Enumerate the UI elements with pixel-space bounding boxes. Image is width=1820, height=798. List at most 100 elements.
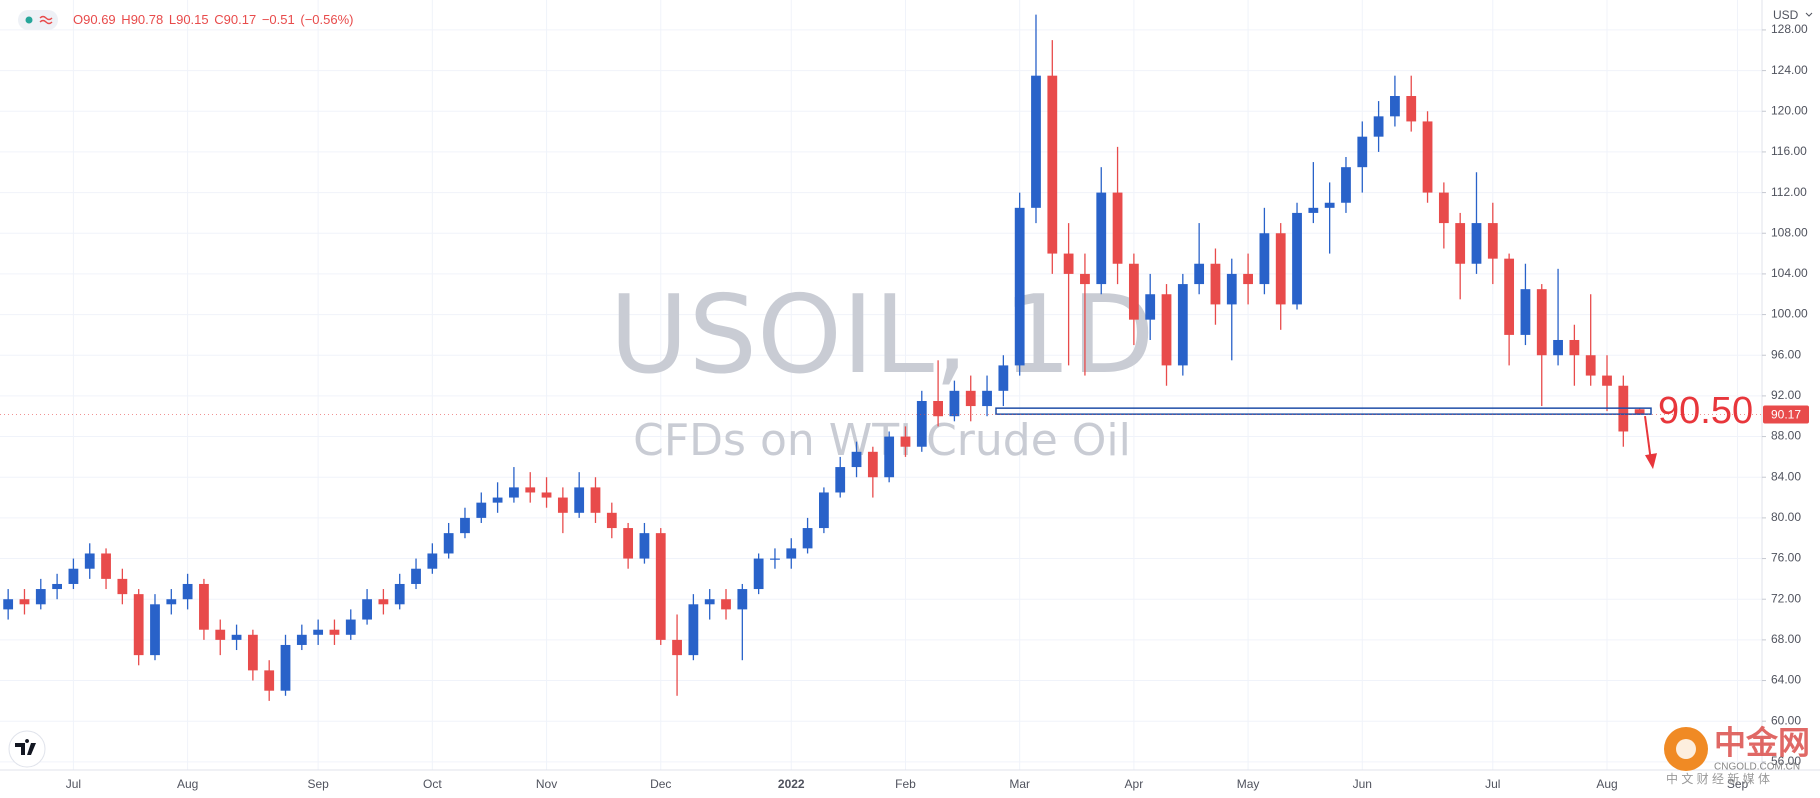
y-tick-label: 120.00 xyxy=(1771,103,1808,117)
y-tick-label: 112.00 xyxy=(1771,185,1807,199)
candle-body xyxy=(345,619,356,635)
candle-body xyxy=(460,517,470,534)
candle-body xyxy=(247,634,258,671)
candle-body xyxy=(313,629,324,635)
candle-body xyxy=(492,497,503,503)
candle-body xyxy=(1487,223,1498,259)
y-tick-label: 96.00 xyxy=(1771,347,1801,361)
candle-body xyxy=(117,578,128,595)
candle-body xyxy=(1031,75,1041,208)
candle-body xyxy=(1406,96,1417,122)
candle-body xyxy=(835,467,846,493)
candle-body xyxy=(166,599,177,605)
candle-body xyxy=(133,594,144,656)
candle-body xyxy=(3,599,14,610)
open-value: 90.69 xyxy=(83,12,116,27)
x-tick-label: Mar xyxy=(1009,777,1030,791)
candle-body xyxy=(884,436,895,478)
open-prefix: O xyxy=(73,12,83,27)
candle-body xyxy=(1145,294,1156,320)
candle-body xyxy=(1096,192,1107,285)
status-pill[interactable] xyxy=(18,10,58,30)
candle-body xyxy=(1128,263,1139,320)
x-tick-label: Feb xyxy=(895,777,916,791)
candle-body xyxy=(1063,253,1074,274)
candle-body xyxy=(280,644,291,691)
x-tick-label: Aug xyxy=(1596,777,1617,791)
candle-body xyxy=(639,533,650,559)
logo-name: 中金网 xyxy=(1714,724,1810,760)
candle-body xyxy=(1324,202,1335,208)
down-arrow xyxy=(1644,416,1652,462)
y-tick-label: 80.00 xyxy=(1771,510,1801,524)
candle-body xyxy=(1602,375,1612,386)
candle-body xyxy=(525,487,536,493)
candle-body xyxy=(378,599,389,605)
candle-body xyxy=(427,553,438,569)
candle-body xyxy=(574,487,585,513)
x-tick-label: May xyxy=(1237,777,1260,791)
candle-body xyxy=(476,502,487,518)
x-tick-label: Jun xyxy=(1353,777,1372,791)
candle-body xyxy=(590,487,601,513)
tradingview-logo[interactable] xyxy=(8,730,46,768)
close-prefix: C xyxy=(214,12,223,27)
candle-body xyxy=(1422,121,1433,193)
high-value: 90.78 xyxy=(131,12,164,27)
candle-body xyxy=(35,589,46,605)
y-tick-label: 76.00 xyxy=(1771,551,1801,565)
currency-caret xyxy=(1805,12,1813,17)
candle-body xyxy=(1226,273,1237,305)
x-tick-label: Aug xyxy=(177,777,198,791)
candle-body xyxy=(998,365,1009,391)
candle-body xyxy=(1569,339,1580,356)
candle-body xyxy=(150,604,160,656)
candle-body xyxy=(541,492,552,498)
candle-body xyxy=(1292,212,1302,305)
x-tick-label: Nov xyxy=(536,777,557,791)
y-tick-label: 116.00 xyxy=(1771,144,1807,158)
status-dot xyxy=(25,16,33,24)
low-prefix: L xyxy=(169,12,176,27)
candle-body xyxy=(1161,294,1172,366)
candle-body xyxy=(215,629,226,640)
candle-body xyxy=(68,568,79,584)
candle-body xyxy=(101,553,111,579)
candle-body xyxy=(916,400,927,447)
candle-body xyxy=(672,639,682,656)
candle-body xyxy=(1112,192,1123,264)
candle-body xyxy=(933,400,943,417)
x-tick-label: Sep xyxy=(307,777,329,791)
candle-body xyxy=(1585,355,1596,376)
candle-body xyxy=(688,604,699,656)
logo-domain: CNGOLD.COM.CN xyxy=(1714,762,1800,773)
candle-body xyxy=(52,583,62,590)
candle-body xyxy=(1047,75,1058,254)
candle-body xyxy=(231,634,242,640)
x-tick-label: Oct xyxy=(423,777,442,791)
candle-body xyxy=(1455,223,1466,264)
change-percent: (−0.56%) xyxy=(300,12,353,27)
candle-body xyxy=(721,599,731,610)
candle-body xyxy=(264,670,275,691)
candles xyxy=(3,14,1645,701)
x-tick-label: Sep xyxy=(1727,777,1749,791)
candle-body xyxy=(737,589,748,610)
y-tick-label: 64.00 xyxy=(1771,673,1801,687)
candle-body xyxy=(1210,263,1221,305)
candle-body xyxy=(296,634,307,645)
y-tick-label: 108.00 xyxy=(1771,225,1808,239)
close-value: 90.17 xyxy=(224,12,257,27)
candle-body xyxy=(786,548,797,559)
candle-body xyxy=(1259,233,1270,285)
candle-body xyxy=(1471,223,1482,264)
candle-body xyxy=(623,528,634,559)
x-tick-label: Jul xyxy=(1485,777,1500,791)
y-tick-label: 124.00 xyxy=(1771,63,1808,77)
y-tick-label: 56.00 xyxy=(1771,754,1801,768)
candle-body xyxy=(1357,136,1368,168)
ohlc-header: O90.69 H90.78 L90.15 C90.17 −0.51 (−0.56… xyxy=(73,12,353,27)
candle-body xyxy=(1536,289,1547,356)
